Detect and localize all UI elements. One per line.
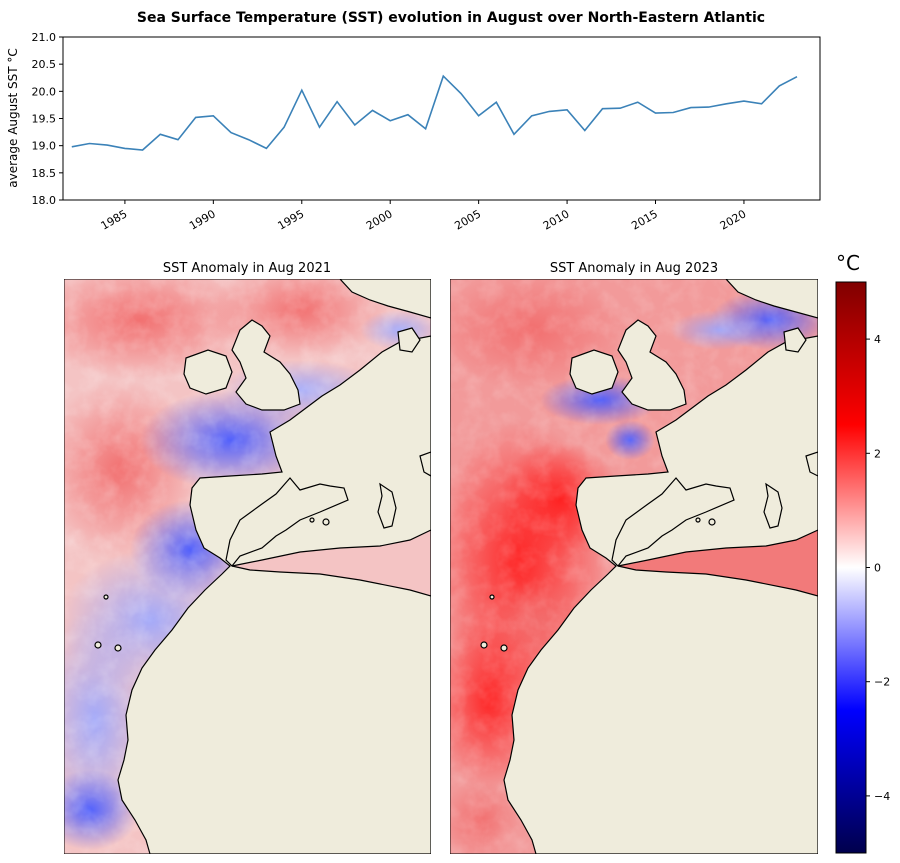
map-2021-title: SST Anomaly in Aug 2021 bbox=[163, 261, 331, 276]
colorbar-ticks: 4 2 0 −2 −4 bbox=[866, 333, 890, 803]
x-tick-label: 2015 bbox=[629, 207, 660, 232]
x-tick-label: 2010 bbox=[541, 207, 572, 232]
x-tick-label: 2005 bbox=[452, 207, 483, 232]
line-chart-y-label: average August SST °C bbox=[6, 48, 20, 188]
x-tick-label: 1990 bbox=[187, 207, 218, 232]
y-tick-label: 21.0 bbox=[32, 31, 57, 44]
y-tick-label: 18.0 bbox=[32, 194, 57, 207]
line-chart-y-axis: 18.0 18.5 19.0 19.5 20.0 20.5 21.0 bbox=[32, 31, 63, 207]
colorbar-tick-label: 0 bbox=[874, 562, 881, 575]
colorbar-tick-label: 2 bbox=[874, 447, 881, 460]
colorbar-tick-label: 4 bbox=[874, 333, 881, 346]
map-2023-title: SST Anomaly in Aug 2023 bbox=[550, 261, 718, 276]
colorbar-label: °C bbox=[836, 251, 860, 275]
x-tick-label: 1985 bbox=[99, 207, 130, 232]
colorbar-tick-label: −4 bbox=[874, 790, 890, 803]
y-tick-label: 20.0 bbox=[32, 85, 57, 98]
figure-title: Sea Surface Temperature (SST) evolution … bbox=[137, 10, 765, 26]
sst-series-line bbox=[71, 74, 798, 151]
colorbar: °C 4 2 0 −2 −4 bbox=[835, 251, 890, 854]
line-chart-x-axis: 1985 1990 1995 2000 2005 2010 2015 2020 bbox=[99, 200, 749, 233]
x-tick-label: 2020 bbox=[718, 207, 749, 232]
y-tick-label: 20.5 bbox=[32, 58, 57, 71]
map-2023 bbox=[450, 279, 818, 854]
y-tick-label: 19.0 bbox=[32, 140, 57, 153]
y-tick-label: 18.5 bbox=[32, 167, 57, 180]
sst-line-chart: 18.0 18.5 19.0 19.5 20.0 20.5 21.0 1985 1990 199… bbox=[6, 31, 821, 233]
x-tick-label: 2000 bbox=[364, 207, 395, 232]
line-chart-frame bbox=[62, 36, 821, 201]
colorbar-tick-label: −2 bbox=[874, 676, 890, 689]
map-2021 bbox=[64, 279, 431, 854]
colorbar-gradient bbox=[835, 281, 867, 854]
x-tick-label: 1995 bbox=[276, 207, 307, 232]
y-tick-label: 19.5 bbox=[32, 113, 57, 126]
